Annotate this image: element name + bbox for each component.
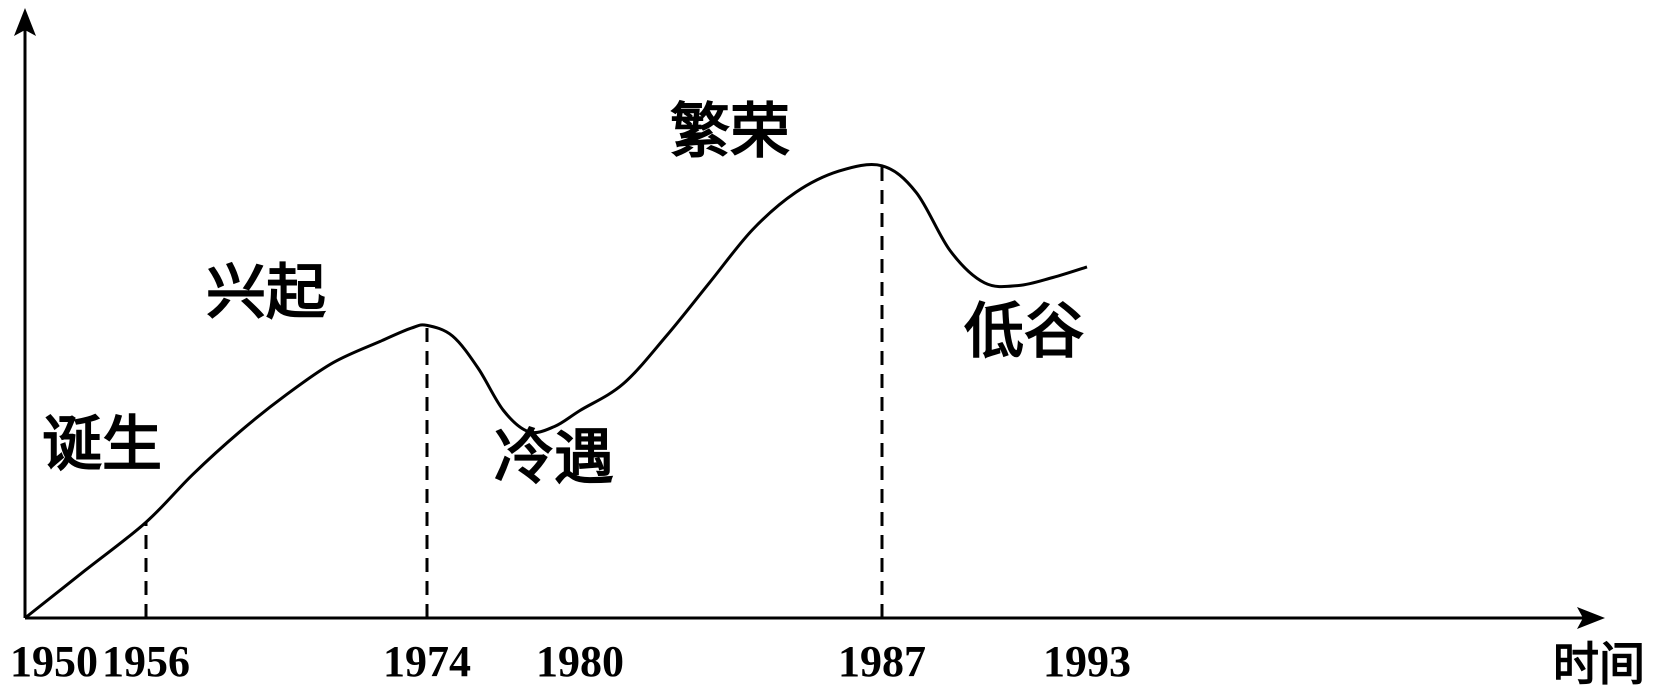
y-axis-arrow [14,8,36,36]
x-tick-label: 1993 [1043,637,1131,686]
x-axis-arrow [1577,607,1605,629]
x-tick-label: 1950 [10,637,98,686]
stage-label: 冷遇 [494,423,614,493]
stage-label: 兴起 [206,258,327,328]
x-tick-label: 1987 [838,637,926,686]
stage-label: 繁荣 [670,97,790,167]
x-axis-label: 时间 [1553,637,1645,689]
stage-label: 诞生 [42,410,162,480]
x-tick-label: 1974 [383,637,471,686]
x-tick-label: 1956 [102,637,190,686]
x-tick-label: 1980 [536,637,624,686]
stage-label: 低谷 [964,297,1084,367]
data-line [24,163,1088,620]
